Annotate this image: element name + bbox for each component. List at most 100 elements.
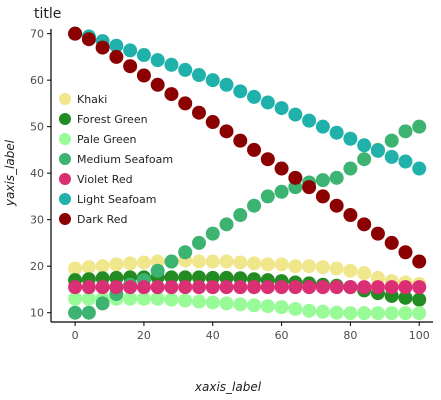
data-point-khaki xyxy=(330,262,344,276)
data-point-light-seafoam xyxy=(357,138,371,152)
data-point-pale-green xyxy=(247,298,261,312)
data-point-pale-green xyxy=(398,306,412,320)
data-point-khaki xyxy=(288,259,302,273)
data-point-light-seafoam xyxy=(247,90,261,104)
legend-item-dark-red: Dark Red xyxy=(59,213,128,226)
y-tick-label: 70 xyxy=(30,28,44,41)
y-tick-label: 60 xyxy=(30,74,44,87)
legend-label: Medium Seafoam xyxy=(77,153,173,166)
legend-marker xyxy=(59,93,71,105)
data-point-khaki xyxy=(247,256,261,270)
data-point-violet-red xyxy=(371,280,385,294)
data-point-violet-red xyxy=(412,280,426,294)
data-point-dark-red xyxy=(275,162,289,176)
data-point-violet-red xyxy=(164,280,178,294)
data-point-dark-red xyxy=(137,69,151,83)
x-axis-title: xaxis_label xyxy=(194,380,262,394)
data-point-dark-red xyxy=(109,50,123,64)
data-point-light-seafoam xyxy=(261,95,275,109)
legend-label: Light Seafoam xyxy=(77,193,157,206)
data-point-pale-green xyxy=(330,306,344,320)
legend-marker xyxy=(59,113,71,125)
data-point-violet-red xyxy=(357,280,371,294)
data-point-violet-red xyxy=(192,280,206,294)
data-point-violet-red xyxy=(398,280,412,294)
data-point-medium-seafoam xyxy=(68,306,82,320)
data-point-dark-red xyxy=(316,189,330,203)
data-point-pale-green xyxy=(233,297,247,311)
data-point-dark-red xyxy=(220,124,234,138)
data-point-pale-green xyxy=(288,302,302,316)
data-point-light-seafoam xyxy=(371,144,385,158)
data-point-violet-red xyxy=(330,280,344,294)
data-point-light-seafoam xyxy=(275,101,289,115)
legend-item-khaki: Khaki xyxy=(59,93,107,106)
data-point-light-seafoam xyxy=(385,150,399,164)
data-point-light-seafoam xyxy=(192,68,206,82)
data-point-light-seafoam xyxy=(398,155,412,169)
data-point-violet-red xyxy=(302,280,316,294)
data-point-light-seafoam xyxy=(343,132,357,146)
data-point-dark-red xyxy=(82,32,96,46)
data-point-dark-red xyxy=(164,87,178,101)
x-tick-label: 60 xyxy=(275,329,289,342)
data-point-violet-red xyxy=(151,280,165,294)
x-tick-label: 100 xyxy=(409,329,430,342)
data-point-violet-red xyxy=(123,280,137,294)
data-point-pale-green xyxy=(302,304,316,318)
data-point-pale-green xyxy=(261,299,275,313)
legend-label: Pale Green xyxy=(77,133,137,146)
data-point-light-seafoam xyxy=(178,63,192,77)
data-point-violet-red xyxy=(233,280,247,294)
data-point-medium-seafoam xyxy=(233,208,247,222)
data-point-medium-seafoam xyxy=(398,124,412,138)
data-point-medium-seafoam xyxy=(220,217,234,231)
legend-label: Violet Red xyxy=(77,173,133,186)
data-point-light-seafoam xyxy=(137,48,151,62)
data-point-dark-red xyxy=(178,96,192,110)
data-point-violet-red xyxy=(109,280,123,294)
legend-marker xyxy=(59,213,71,225)
y-tick-label: 10 xyxy=(30,307,44,320)
data-point-violet-red xyxy=(343,280,357,294)
data-point-violet-red xyxy=(82,280,96,294)
data-point-dark-red xyxy=(330,199,344,213)
data-point-light-seafoam xyxy=(288,108,302,122)
data-point-pale-green xyxy=(412,306,426,320)
data-point-khaki xyxy=(233,255,247,269)
data-point-violet-red xyxy=(288,280,302,294)
data-point-dark-red xyxy=(343,208,357,222)
data-point-light-seafoam xyxy=(206,73,220,87)
data-point-medium-seafoam xyxy=(164,255,178,269)
data-point-dark-red xyxy=(192,106,206,120)
data-point-pale-green xyxy=(385,306,399,320)
data-point-khaki xyxy=(137,255,151,269)
data-point-violet-red xyxy=(261,280,275,294)
data-point-dark-red xyxy=(123,59,137,73)
legend-marker xyxy=(59,173,71,185)
data-point-khaki xyxy=(357,266,371,280)
data-point-light-seafoam xyxy=(412,162,426,176)
data-point-khaki xyxy=(275,257,289,271)
data-point-pale-green xyxy=(178,294,192,308)
x-tick-label: 20 xyxy=(137,329,151,342)
data-point-khaki xyxy=(261,257,275,271)
data-point-dark-red xyxy=(398,245,412,259)
data-point-violet-red xyxy=(275,280,289,294)
data-point-medium-seafoam xyxy=(151,264,165,278)
data-point-dark-red xyxy=(302,180,316,194)
data-point-khaki xyxy=(343,264,357,278)
data-point-violet-red xyxy=(96,280,110,294)
data-point-pale-green xyxy=(164,293,178,307)
y-axis-title: yaxis_label xyxy=(3,139,17,207)
data-point-khaki xyxy=(96,259,110,273)
data-point-violet-red xyxy=(220,280,234,294)
data-point-khaki xyxy=(123,256,137,270)
y-tick-label: 20 xyxy=(30,260,44,273)
legend-item-pale-green: Pale Green xyxy=(59,133,137,146)
x-tick-label: 40 xyxy=(206,329,220,342)
data-point-dark-red xyxy=(385,236,399,250)
data-point-dark-red xyxy=(371,227,385,241)
